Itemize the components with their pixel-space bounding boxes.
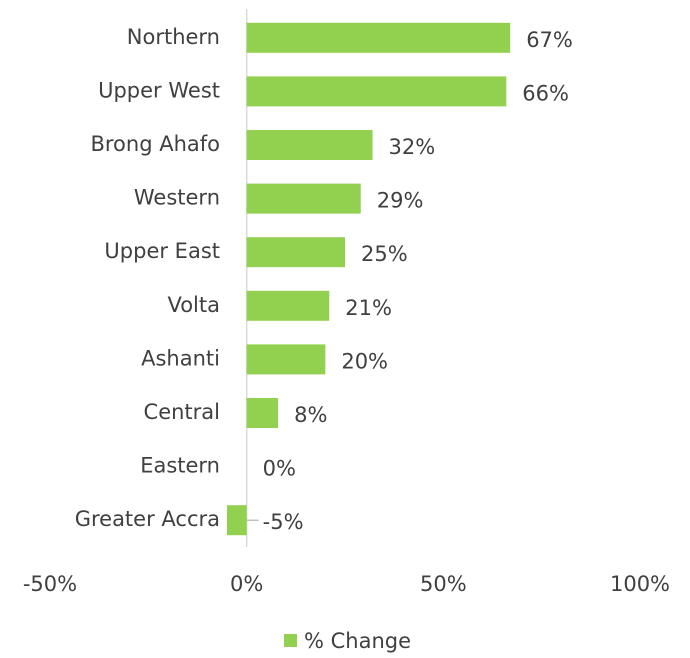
x-tick-label: -50% (23, 572, 77, 596)
legend-label: % Change (304, 629, 411, 653)
bar (227, 505, 247, 536)
bar (246, 398, 279, 428)
data-label: 21% (345, 296, 392, 320)
y-tick-label: Central (144, 400, 220, 424)
y-tick-label: Western (134, 186, 220, 210)
data-label: 67% (526, 28, 573, 52)
y-tick-label: Northern (127, 25, 220, 49)
y-tick-label: Volta (167, 293, 220, 317)
data-label: 66% (522, 81, 569, 105)
bar (246, 290, 330, 321)
y-tick-label: Brong Ahafo (90, 132, 220, 156)
data-label: 32% (389, 135, 436, 159)
data-label: 8% (294, 403, 327, 427)
y-tick-label: Upper West (98, 78, 220, 102)
legend-swatch (284, 634, 297, 647)
data-label: 25% (361, 242, 408, 266)
data-label: 20% (341, 349, 388, 373)
x-tick-label: 0% (230, 572, 263, 596)
y-tick-label: Eastern (140, 454, 220, 478)
bar (246, 76, 507, 107)
bar (246, 22, 511, 53)
data-label: 29% (377, 189, 424, 213)
bar (246, 344, 326, 375)
bar (246, 130, 373, 160)
y-tick-label: Upper East (104, 239, 220, 263)
bar (246, 237, 345, 268)
x-tick-label: 50% (420, 572, 467, 596)
x-tick-label: 100% (610, 572, 670, 596)
y-tick-label: Greater Accra (75, 507, 220, 531)
data-label: 0% (263, 457, 296, 481)
y-tick-label: Ashanti (141, 346, 220, 370)
bar (246, 183, 361, 214)
data-label: -5% (263, 510, 304, 534)
